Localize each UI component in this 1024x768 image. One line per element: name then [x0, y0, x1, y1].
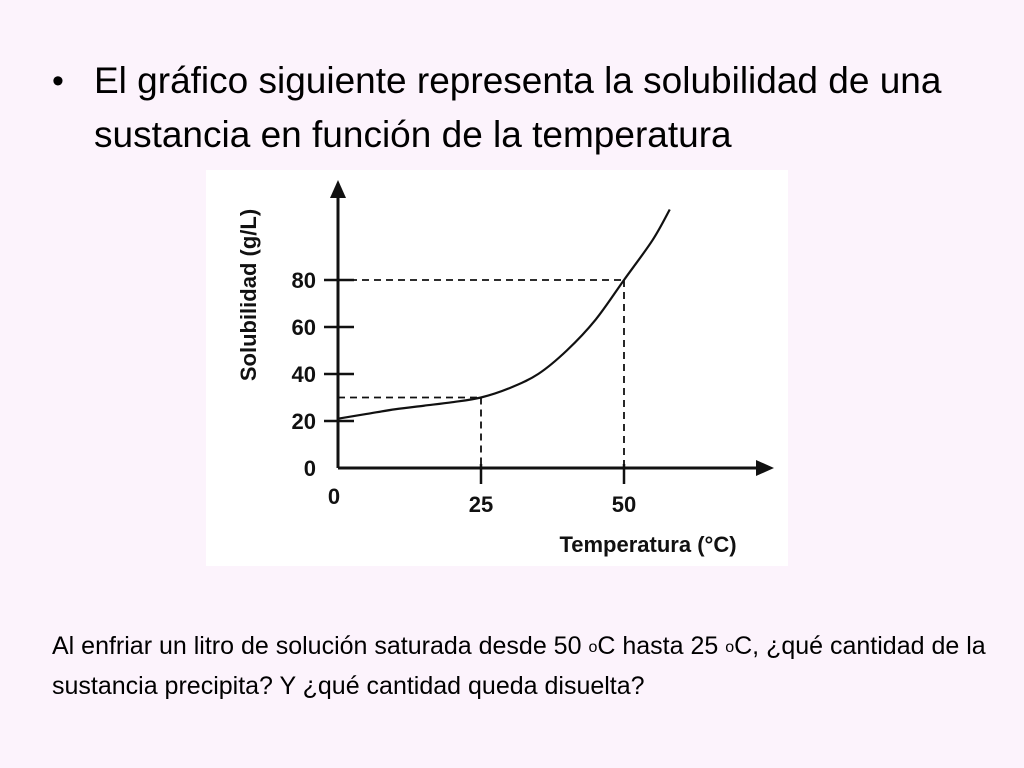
question-part-2: C hasta 25 — [597, 632, 726, 660]
question-text: Al enfriar un litro de solución saturada… — [52, 628, 992, 704]
y-axis-arrow — [330, 180, 346, 198]
slide-heading-text: El gráfico siguiente representa la solub… — [94, 60, 942, 155]
question-part-3: C, ¿qué cantidad de la sustancia precipi… — [52, 632, 986, 700]
x-tick-label-50: 50 — [612, 492, 636, 517]
bullet-point: • El gráfico siguiente representa la sol… — [52, 54, 992, 162]
y-tick-label-40: 40 — [292, 362, 316, 387]
y-tick-label-20: 20 — [292, 409, 316, 434]
solubility-chart: 0 20 40 60 80 0 25 50 Temperatura (°C) Solubil… — [206, 170, 788, 566]
y-tick-label-0: 0 — [304, 456, 316, 481]
x-tick-label-25: 25 — [469, 492, 493, 517]
question-part-1: Al enfriar un litro de solución saturada… — [52, 632, 589, 660]
x-tick-label-0: 0 — [328, 484, 340, 509]
degree-superscript-2: o — [725, 639, 735, 656]
y-tick-label-80: 80 — [292, 268, 316, 293]
y-tick-label-60: 60 — [292, 315, 316, 340]
chart-canvas: 0 20 40 60 80 0 25 50 Temperatura (°C) Solubil… — [236, 180, 774, 557]
bullet-symbol: • — [52, 62, 64, 100]
x-axis-label: Temperatura (°C) — [559, 532, 736, 557]
degree-superscript-1: o — [588, 639, 598, 656]
solubility-curve — [337, 208, 671, 420]
x-axis-arrow — [756, 460, 774, 476]
y-axis-label: Solubilidad (g/L) — [236, 209, 261, 381]
